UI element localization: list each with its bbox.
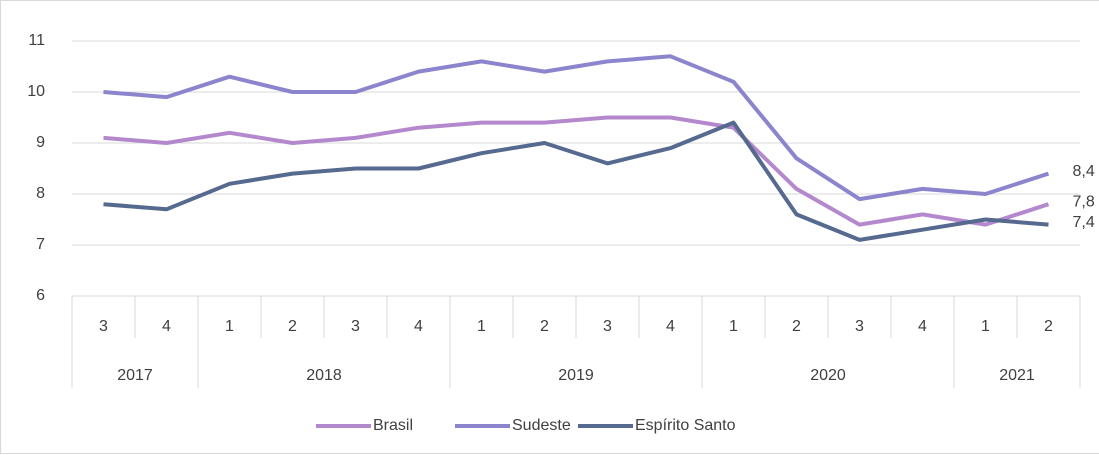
x-tick-label: 3: [603, 318, 612, 335]
x-tick-label: 3: [99, 318, 108, 335]
x-tick-label: 4: [918, 318, 927, 335]
legend-label: Brasil: [373, 417, 413, 434]
data-label: 8,4: [1073, 163, 1095, 180]
y-tick-label: 7: [36, 236, 45, 253]
year-label: 2018: [306, 367, 342, 384]
year-label: 2020: [810, 367, 846, 384]
x-tick-label: 3: [351, 318, 360, 335]
x-tick-label: 2: [288, 318, 297, 335]
x-tick-label: 1: [981, 318, 990, 335]
x-tick-label: 1: [225, 318, 234, 335]
x-tick-label: 1: [729, 318, 738, 335]
y-tick-label: 9: [36, 134, 45, 151]
x-tick-label: 4: [162, 318, 171, 335]
legend-label: Espírito Santo: [635, 417, 736, 434]
series-line: [103, 115, 1050, 227]
x-tick-label: 2: [1044, 318, 1053, 335]
data-label: 7,8: [1073, 193, 1095, 210]
data-label: 7,4: [1073, 214, 1095, 231]
x-tick-label: 2: [792, 318, 801, 335]
year-label: 2019: [558, 367, 594, 384]
series-line: [103, 120, 1049, 242]
series-line: [103, 54, 1050, 202]
y-tick-label: 6: [36, 287, 45, 304]
y-tick-label: 11: [28, 32, 45, 49]
x-tick-label: 4: [666, 318, 675, 335]
y-tick-label: 8: [36, 185, 45, 202]
legend-label: Sudeste: [512, 417, 571, 434]
x-tick-label: 3: [855, 318, 864, 335]
x-tick-label: 1: [477, 318, 486, 335]
x-tick-label: 2: [540, 318, 549, 335]
y-tick-label: 10: [27, 83, 45, 100]
year-label: 2021: [999, 367, 1035, 384]
year-label: 2017: [117, 367, 153, 384]
x-tick-label: 4: [414, 318, 423, 335]
